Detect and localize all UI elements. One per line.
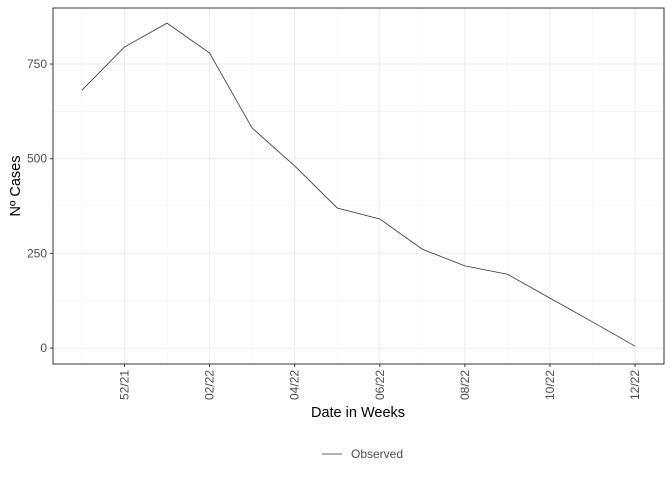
x-tick-label: 08/22 [458,370,472,400]
y-tick-label: 750 [27,57,47,71]
y-tick-label: 250 [27,246,47,260]
x-axis-title: Date in Weeks [311,405,405,421]
marks [81,22,636,347]
y-tick-label: 500 [27,152,47,166]
line [81,22,636,347]
x-tick-label: 12/22 [628,370,642,400]
legend: Observed [322,447,403,461]
x-tick-label: 06/22 [373,370,387,400]
x-tick-label: 02/22 [203,370,217,400]
legend-label: Observed [351,447,403,461]
x-tick-label: 52/21 [117,370,131,400]
x-tick-label: 04/22 [288,370,302,400]
panel-border [52,7,665,365]
x-tick-label: 10/22 [543,370,557,400]
y-tick-label: 0 [40,341,47,355]
grid [53,8,664,364]
y-axis-title: Nº Cases [8,156,24,217]
